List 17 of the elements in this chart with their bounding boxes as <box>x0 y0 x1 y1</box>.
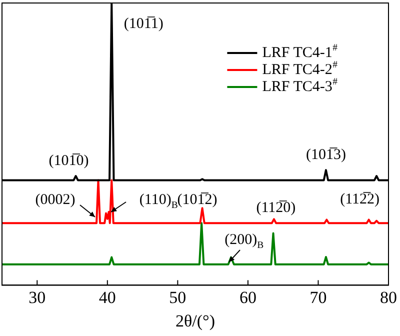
annotation: (101̅3) <box>306 147 346 163</box>
x-tick-label: 70 <box>310 288 327 307</box>
annotation: (101̅0) <box>48 152 89 169</box>
x-tick-label: 30 <box>28 288 46 307</box>
annotation: (101̅1) <box>124 16 164 32</box>
x-tick-label: 80 <box>380 288 397 307</box>
legend-label: LRF TC4-2# <box>262 59 338 78</box>
legend-label: LRF TC4-1# <box>262 42 338 61</box>
x-axis-title: 2θ/(°) <box>176 311 215 330</box>
legend-label: LRF TC4-3# <box>262 76 338 95</box>
annotation: (0002) <box>35 192 76 208</box>
x-tick-label: 60 <box>239 288 256 307</box>
x-tick-label: 50 <box>169 288 186 307</box>
x-tick-label: 40 <box>98 288 116 307</box>
annotation: (101̅2) <box>177 192 218 208</box>
annotation: (112̅0) <box>256 200 296 216</box>
annotation: (112̅2) <box>340 192 380 208</box>
